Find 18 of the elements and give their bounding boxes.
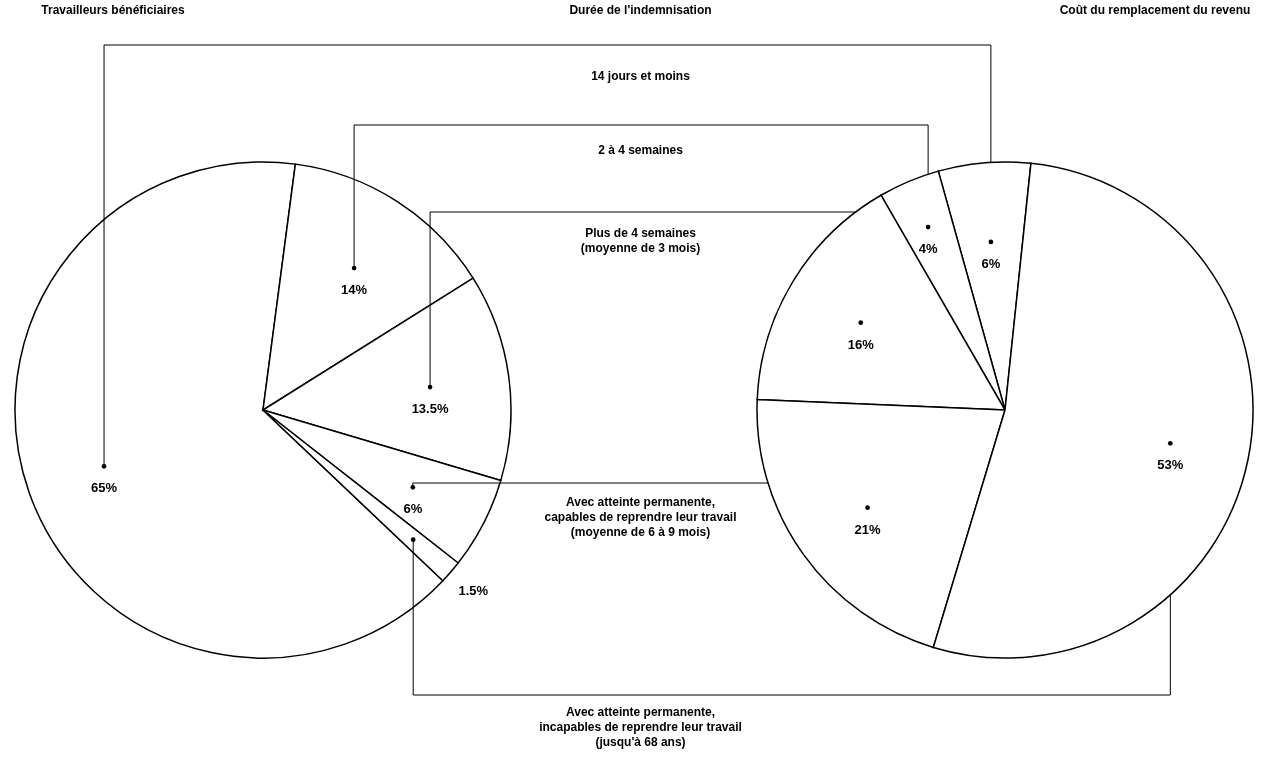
text: 2 à 4 semaines <box>598 143 684 157</box>
text: Plus de 4 semaines (moyenne de 3 mois) <box>580 226 701 255</box>
data-label: 14% <box>341 282 368 298</box>
data-label: 16% <box>847 336 875 352</box>
data-label: 4% <box>918 241 938 257</box>
data-label: 65% <box>91 480 118 496</box>
text: 14 jours et moins <box>591 69 691 83</box>
chart-title: Coût du remplacement du revenu <box>1059 3 1251 17</box>
data-label: 21% <box>854 521 881 537</box>
data-label: 53% <box>1157 457 1184 473</box>
data-label: 1.5% <box>458 583 489 599</box>
text: Durée de l'indemnisation <box>569 3 712 17</box>
data-label: 6% <box>981 255 1001 271</box>
data-label: 6% <box>403 501 423 517</box>
text: Avec atteinte permanente, incapables de reprendre leur travail (jusqu'à 68 ans) <box>539 705 742 749</box>
data-label: 13.5% <box>411 401 449 417</box>
chart-title: Travailleurs bénéficiaires <box>41 3 186 17</box>
text: Avec atteinte permanente, capables de reprendre leur travail (moyenne de 6 à 9 mois) <box>544 495 737 539</box>
